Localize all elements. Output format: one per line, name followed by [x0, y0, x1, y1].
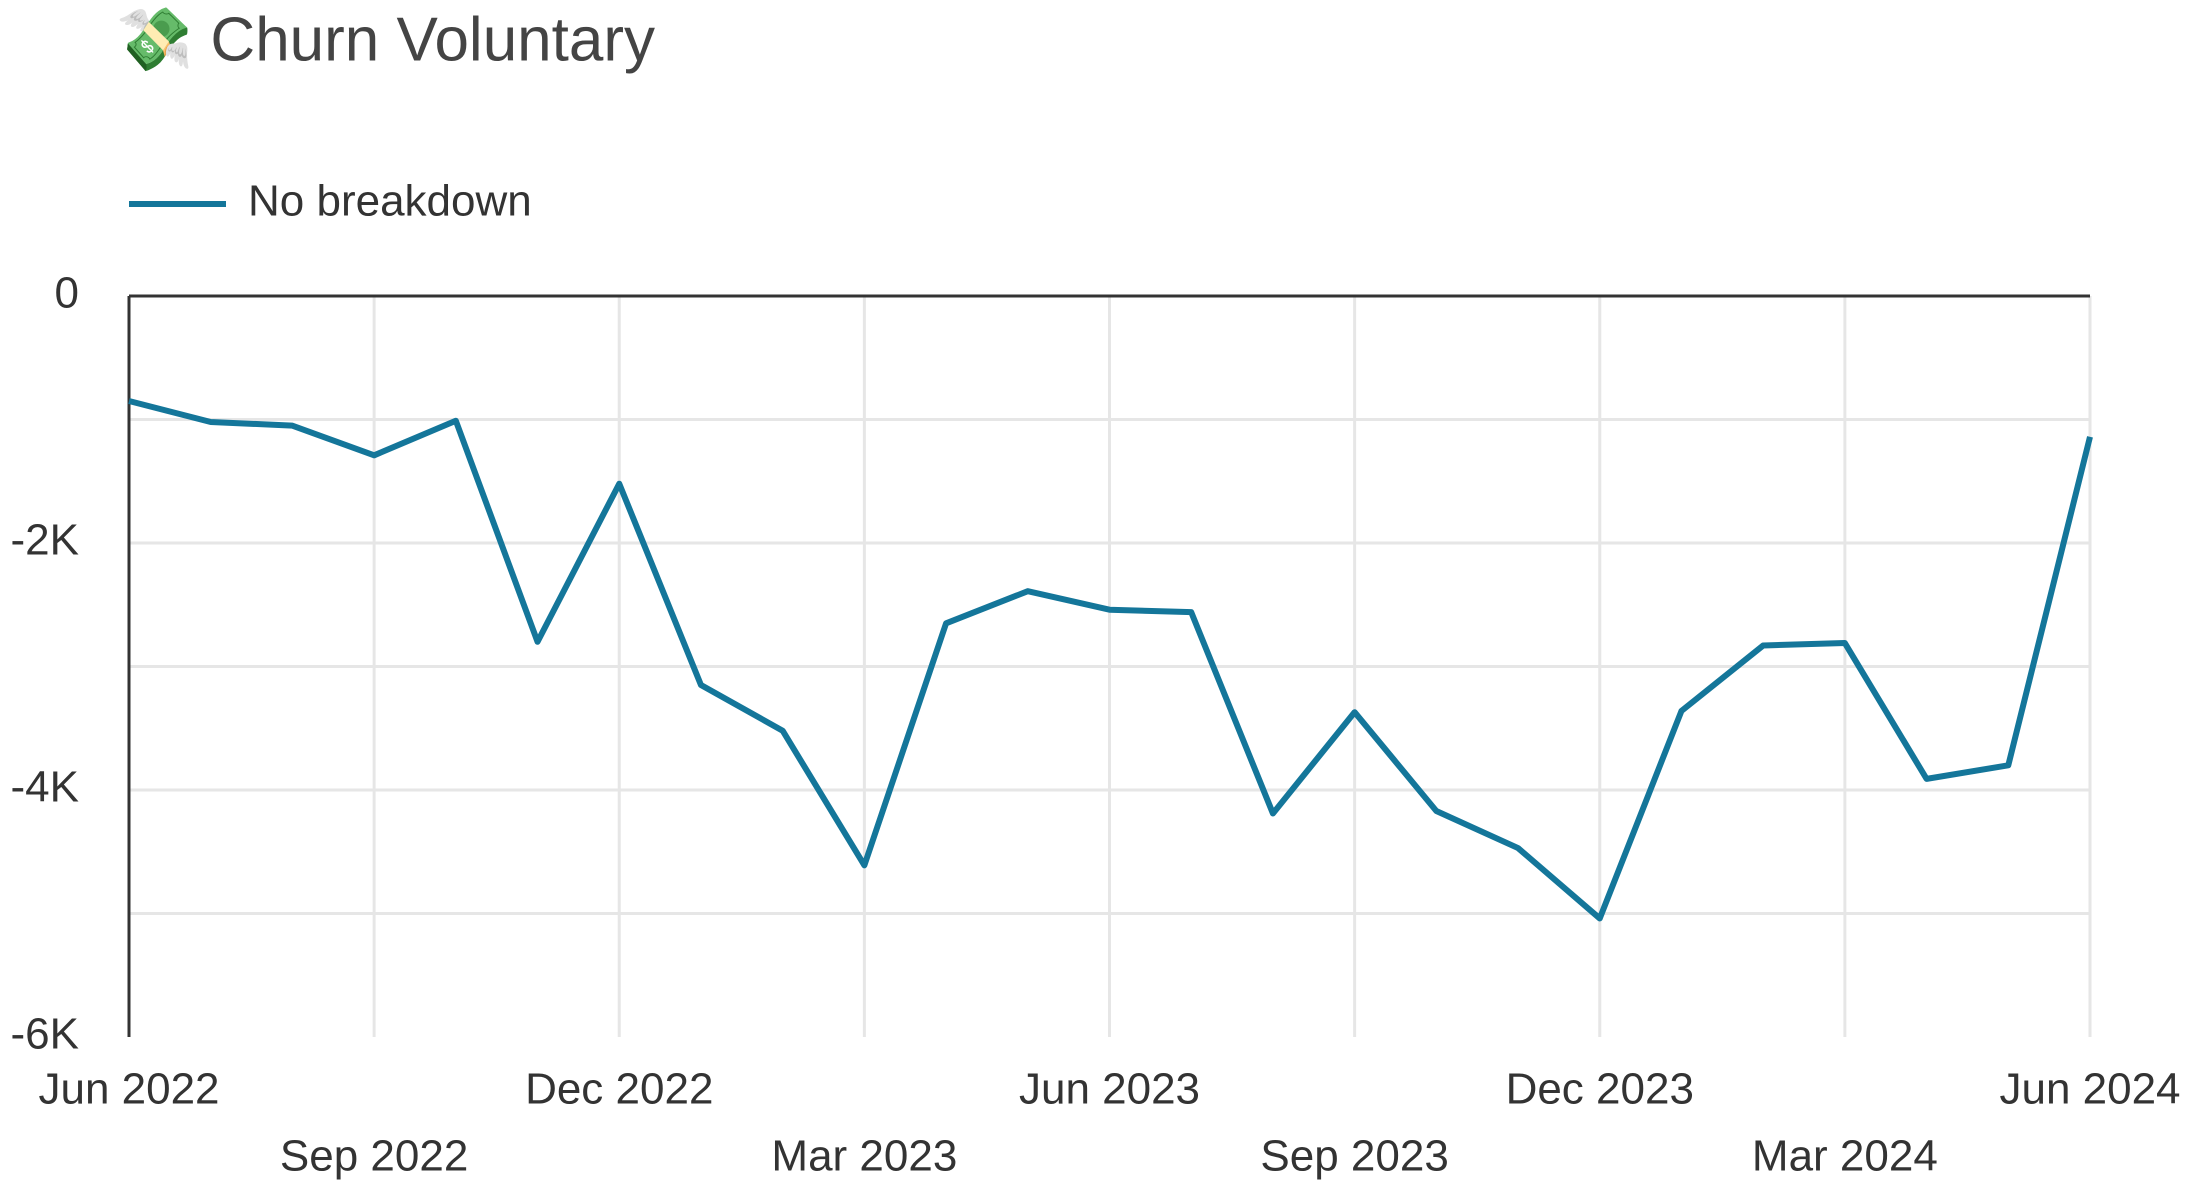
y-tick-label: 0 [55, 269, 79, 318]
y-tick-label: -4K [11, 763, 79, 812]
y-tick-label: -6K [11, 1010, 79, 1059]
x-tick-label: Jun 2022 [38, 1065, 219, 1114]
data-line [128, 398, 2093, 922]
x-tick-label: Sep 2023 [1260, 1132, 1448, 1181]
x-tick-label: Mar 2023 [771, 1132, 957, 1181]
x-tick-label: Dec 2022 [525, 1065, 713, 1114]
x-tick-label: Mar 2024 [1752, 1132, 1938, 1181]
x-tick-label: Jun 2024 [1999, 1065, 2180, 1114]
x-tick-label: Jun 2023 [1019, 1065, 1200, 1114]
y-tick-label: -2K [11, 516, 79, 565]
legend-label: No breakdown [248, 177, 532, 226]
chart-title: 💸 Churn Voluntary [116, 5, 655, 74]
x-tick-label: Dec 2023 [1506, 1065, 1694, 1114]
x-tick-label: Sep 2022 [280, 1132, 468, 1181]
